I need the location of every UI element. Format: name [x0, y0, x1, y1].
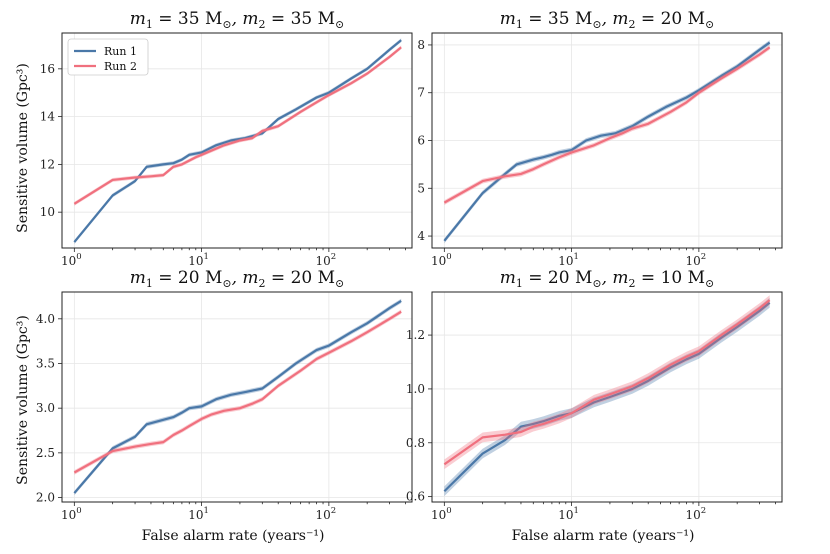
series-line-run-1	[73, 300, 402, 494]
y-tick-label: 10	[40, 205, 55, 219]
x-tick-label: 100	[431, 506, 452, 522]
x-tick-label: 100	[61, 506, 82, 522]
y-tick-label: 0.6	[406, 490, 425, 504]
y-tick-label: 4	[417, 229, 425, 243]
x-tick-label: 102	[686, 252, 707, 268]
x-tick-label: 102	[316, 252, 337, 268]
y-tick-label: 6	[417, 134, 425, 148]
y-tick-label: 1.0	[406, 382, 425, 396]
y-axis-label-bottom: Sensitive volume (Gpc³)	[15, 315, 31, 485]
series-band-run-2	[444, 44, 770, 205]
panel-title: m1 = 20 M⊙, m2 = 20 M⊙	[130, 268, 345, 290]
series-line-run-1	[443, 41, 771, 242]
axes-frame	[431, 291, 783, 503]
series-line-run-2	[73, 310, 402, 474]
panel-2: 100 101 102 4 5 6 7 8 m1 = 35 M⊙, m2 = 20 M⊙	[417, 9, 783, 268]
series-band-run-2	[444, 295, 770, 470]
panel-title: m1 = 20 M⊙, m2 = 10 M⊙	[500, 268, 715, 290]
y-tick-label: 3.0	[36, 401, 55, 415]
series-line-run-1	[73, 39, 402, 243]
x-tick-label: 102	[316, 506, 337, 522]
y-tick-label: 3.5	[36, 356, 55, 370]
legend: Run 1 Run 2	[67, 38, 149, 76]
x-tick-label: 101	[188, 252, 209, 268]
x-tick-label: 100	[61, 252, 82, 268]
series-line-run-2	[73, 46, 402, 205]
series-band-run-1	[74, 298, 402, 496]
y-tick-label: 8	[417, 38, 425, 52]
y-tick-label: 7	[417, 86, 425, 100]
axes-frame	[61, 32, 413, 249]
x-tick-label: 101	[558, 252, 579, 268]
panel-title: m1 = 35 M⊙, m2 = 35 M⊙	[130, 9, 345, 31]
x-tick-label: 102	[686, 506, 707, 522]
y-tick-label: 14	[40, 110, 56, 124]
legend-label: Run 2	[104, 60, 137, 73]
y-axis-label-top: Sensitive volume (Gpc³)	[15, 63, 31, 233]
axes-frame	[61, 291, 413, 503]
x-tick-label: 100	[431, 252, 452, 268]
y-tick-label: 1.2	[406, 328, 425, 342]
y-tick-label: 0.8	[406, 436, 425, 450]
panel-1: 100 101 102 10 12 14 16 m1 = 35 M⊙, m2 = 35 M⊙ R…	[40, 9, 413, 268]
y-tick-label: 2.5	[36, 446, 55, 460]
y-tick-label: 12	[40, 157, 55, 171]
y-tick-label: 2.0	[36, 491, 55, 505]
y-tick-label: 4.0	[36, 312, 55, 326]
series-line-run-1	[443, 301, 771, 493]
series-line-run-2	[443, 46, 771, 204]
x-axis-label-left: False alarm rate (years⁻¹)	[142, 528, 325, 544]
x-axis-label-right: False alarm rate (years⁻¹)	[512, 528, 695, 544]
x-tick-label: 101	[558, 506, 579, 522]
panel-4: 100 101 102 0.6 0.8 1.0 1.2 m1 = 20 M⊙, m2 = 10…	[406, 268, 783, 522]
panel-title: m1 = 35 M⊙, m2 = 20 M⊙	[500, 9, 715, 31]
series-line-run-2	[443, 299, 771, 466]
panel-3: 100 101 102 2.0 2.5 3.0 3.5 4.0 m1 = 20 M⊙, m2 =…	[36, 268, 413, 522]
legend-label: Run 1	[104, 45, 137, 58]
x-tick-label: 101	[188, 506, 209, 522]
y-tick-label: 5	[417, 181, 425, 195]
y-tick-label: 16	[40, 62, 55, 76]
